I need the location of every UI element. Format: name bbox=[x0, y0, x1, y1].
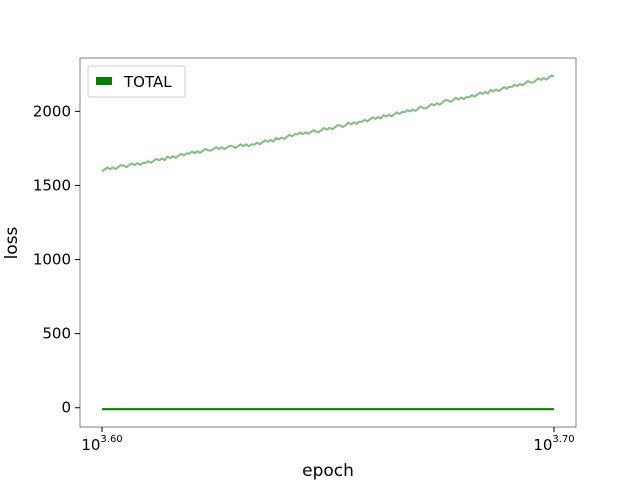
y-tick-label: 0 bbox=[61, 399, 71, 417]
x-tick-label: 103.70 bbox=[533, 434, 574, 454]
x-axis-title: epoch bbox=[302, 461, 354, 480]
legend-label-total: TOTAL bbox=[123, 73, 172, 91]
y-axis-ticks: 0 500 1000 1500 2000 bbox=[33, 102, 80, 417]
y-tick-label: 1000 bbox=[33, 251, 71, 269]
x-tick-label: 103.60 bbox=[81, 434, 122, 454]
y-tick-label: 500 bbox=[42, 325, 71, 343]
legend-box bbox=[87, 65, 186, 98]
series-total-faded-line bbox=[101, 74, 555, 173]
legend: TOTAL bbox=[87, 65, 186, 98]
plot-frame bbox=[79, 57, 577, 428]
y-axis-title: loss bbox=[2, 226, 22, 259]
legend-swatch-total bbox=[96, 77, 112, 85]
series-layer bbox=[101, 74, 555, 411]
y-tick-label: 2000 bbox=[33, 102, 71, 120]
y-tick-label: 1500 bbox=[33, 176, 71, 194]
x-axis-ticks: 103.60 103.70 bbox=[81, 427, 575, 454]
